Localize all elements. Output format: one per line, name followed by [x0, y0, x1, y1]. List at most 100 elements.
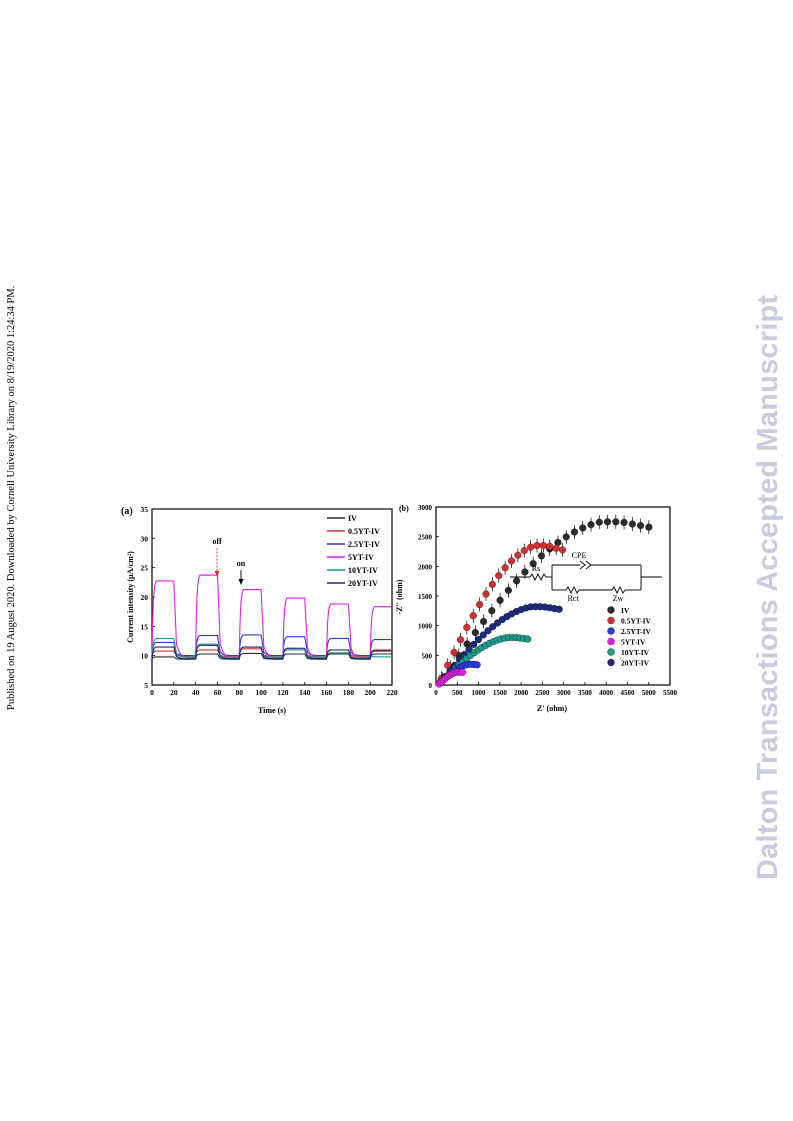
x-tick-label: 80	[236, 688, 244, 697]
panel-b-y-label: -Z'' (ohm)	[395, 579, 404, 614]
legend-marker	[607, 616, 615, 625]
data-point-IV	[628, 520, 636, 528]
data-point-0.5YT-IV	[476, 600, 484, 609]
x-tick-label: 0	[434, 689, 438, 697]
legend-label: IV	[621, 606, 630, 615]
data-point-20YT-IV	[479, 631, 487, 639]
panel-a-ticks: 0 20 40 60 80 100 120 140 160 180 200 220 5 10 15 20 25 3…	[141, 505, 398, 697]
data-point-IV	[521, 568, 529, 576]
data-point-0.5YT-IV	[469, 612, 477, 620]
x-tick-label: 2500	[535, 689, 550, 697]
data-point-0.5YT-IV	[501, 564, 509, 572]
data-point-IV	[480, 617, 488, 626]
data-point-IV	[513, 577, 521, 585]
y-tick-label: 3000	[418, 504, 433, 512]
y-tick-label: 25	[141, 564, 149, 573]
y-tick-label: 2500	[418, 534, 433, 542]
legend-label: 2.5YT-IV	[348, 540, 380, 549]
panel-a-series	[151, 574, 393, 660]
x-tick-label: 4000	[599, 689, 614, 697]
legend-marker	[607, 606, 615, 614]
legend-label: 20YT-IV	[621, 659, 650, 668]
legend-label: 5YT-IV	[621, 638, 646, 647]
x-tick-label: 1000	[472, 689, 487, 697]
x-tick-label: 4500	[620, 689, 635, 697]
data-point-0.5YT-IV	[552, 544, 560, 552]
data-point-0.5YT-IV	[520, 547, 528, 555]
series-line-10YT-IV	[151, 637, 393, 658]
legend-label: 20YT-IV	[348, 579, 378, 588]
y-tick-label: 2000	[418, 563, 433, 571]
data-point-0.5YT-IV	[463, 623, 471, 632]
data-point-2.5YT-IV	[473, 661, 481, 669]
data-point-IV	[504, 586, 512, 594]
data-point-0.5YT-IV	[482, 590, 490, 598]
data-point-0.5YT-IV	[539, 542, 547, 550]
legend-label: 10YT-IV	[348, 566, 378, 575]
x-tick-label: 3500	[578, 689, 593, 697]
data-point-IV	[587, 521, 595, 529]
series-line-IV	[151, 652, 392, 660]
y-tick-label: 20	[141, 593, 149, 602]
data-point-IV	[579, 524, 587, 532]
data-point-0.5YT-IV	[559, 546, 567, 554]
data-point-IV	[529, 560, 537, 568]
legend-marker	[607, 658, 615, 667]
panel-b: (b) 0 500 1000 1500 2000 2500 3000 3500 4000 4500…	[395, 504, 678, 713]
data-point-20YT-IV	[474, 636, 483, 644]
legend-label: 2.5YT-IV	[621, 627, 652, 636]
y-tick-label: 1500	[418, 593, 433, 601]
y-tick-label: 30	[141, 534, 149, 543]
data-point-IV	[471, 629, 479, 637]
off-arrow-icon	[214, 571, 220, 577]
data-point-IV	[603, 518, 612, 526]
y-tick-label: 10	[141, 652, 149, 661]
data-point-IV	[488, 607, 496, 615]
legend-label: IV	[348, 514, 357, 523]
legend-marker	[607, 637, 615, 646]
x-tick-label: 120	[277, 688, 289, 697]
data-point-0.5YT-IV	[488, 580, 496, 588]
rs-resistor-icon	[529, 572, 547, 582]
data-point-IV	[645, 523, 653, 531]
circuit-cpe-label: CPE	[572, 551, 587, 560]
panel-b-series	[435, 514, 653, 688]
x-tick-label: 180	[343, 688, 355, 697]
y-tick-label: 5	[144, 681, 148, 690]
data-point-20YT-IV	[489, 623, 497, 631]
x-tick-label: 160	[321, 688, 333, 697]
data-point-IV	[612, 518, 620, 526]
legend-label: 5YT-IV	[348, 553, 374, 562]
y-tick-label: 35	[141, 505, 149, 514]
circuit-rs-label: Rs	[532, 564, 540, 573]
x-tick-label: 5500	[663, 689, 678, 697]
series-line-2.5YT-IV	[151, 634, 393, 657]
panel-a-label: (a)	[121, 506, 133, 517]
x-tick-label: 5000	[642, 689, 657, 697]
panel-b-x-label: Z' (ohm)	[537, 704, 567, 713]
on-arrow-icon	[238, 579, 244, 585]
data-point-IV	[496, 596, 504, 604]
x-tick-label: 100	[255, 688, 267, 697]
data-point-0.5YT-IV	[450, 648, 458, 656]
circuit-zw-label: Zw	[613, 594, 624, 603]
data-point-5YT-IV	[459, 668, 467, 676]
panel-b-label: (b)	[399, 504, 409, 513]
rct-resistor-icon	[565, 585, 580, 595]
panel-a-legend: IV 0.5YT-IV 2.5YT-IV 5YT-IV 10YT-IV 20YT-IV	[327, 514, 380, 588]
data-point-0.5YT-IV	[527, 543, 535, 551]
data-point-IV	[537, 552, 545, 560]
legend-marker	[607, 648, 615, 656]
x-tick-label: 0	[150, 688, 154, 697]
data-point-10YT-IV	[524, 635, 532, 643]
panel-a-y-label: Current intensity (μA/cm²)	[126, 551, 135, 643]
legend-label: 0.5YT-IV	[621, 617, 652, 626]
x-tick-label: 220	[386, 688, 398, 697]
data-point-IV	[595, 518, 603, 526]
data-point-0.5YT-IV	[495, 572, 503, 580]
annotation-on: on	[237, 559, 246, 568]
data-point-0.5YT-IV	[507, 557, 516, 565]
data-point-IV	[637, 522, 645, 530]
